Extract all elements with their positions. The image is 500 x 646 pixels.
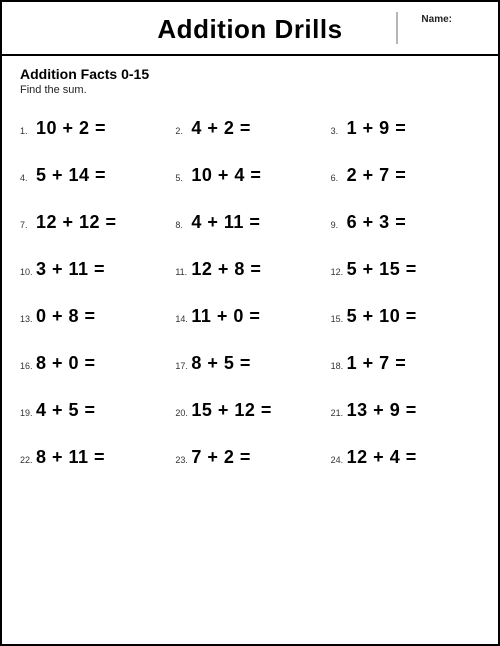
problem-expression: 1 + 9 = [347, 118, 407, 139]
problem-number: 6. [331, 173, 347, 183]
problem: 1.10 + 2 = [20, 118, 169, 139]
problem-number: 13. [20, 314, 36, 324]
problem-expression: 15 + 12 = [191, 400, 272, 421]
problem-expression: 4 + 11 = [191, 212, 260, 233]
problem-number: 17. [175, 361, 191, 371]
problem: 13.0 + 8 = [20, 306, 169, 327]
problem-number: 7. [20, 220, 36, 230]
problem-number: 12. [331, 267, 347, 277]
problem: 15.5 + 10 = [331, 306, 480, 327]
problem-expression: 8 + 11 = [36, 447, 105, 468]
problem: 18.1 + 7 = [331, 353, 480, 374]
problem-number: 15. [331, 314, 347, 324]
problem: 10.3 + 11 = [20, 259, 169, 280]
problem-expression: 5 + 15 = [347, 259, 417, 280]
problem-number: 20. [175, 408, 191, 418]
problem: 17.8 + 5 = [175, 353, 324, 374]
problem-number: 22. [20, 455, 36, 465]
problem-expression: 8 + 0 = [36, 353, 96, 374]
problem-expression: 6 + 3 = [347, 212, 407, 233]
problem: 5.10 + 4 = [175, 165, 324, 186]
problem: 23.7 + 2 = [175, 447, 324, 468]
problem-expression: 10 + 2 = [36, 118, 106, 139]
worksheet-subtitle: Addition Facts 0-15 [20, 66, 480, 82]
problem: 12.5 + 15 = [331, 259, 480, 280]
problem-number: 23. [175, 455, 191, 465]
problem-expression: 5 + 10 = [347, 306, 417, 327]
problem: 22.8 + 11 = [20, 447, 169, 468]
problem-number: 9. [331, 220, 347, 230]
problem-number: 10. [20, 267, 36, 277]
worksheet-content: Addition Facts 0-15 Find the sum. 1.10 +… [2, 56, 498, 644]
name-label: Name: [421, 14, 452, 25]
problem-number: 1. [20, 126, 36, 136]
problem-number: 16. [20, 361, 36, 371]
problem: 9.6 + 3 = [331, 212, 480, 233]
problem-expression: 11 + 0 = [191, 306, 260, 327]
problem-number: 8. [175, 220, 191, 230]
problem: 6.2 + 7 = [331, 165, 480, 186]
problem-number: 4. [20, 173, 36, 183]
problem: 4.5 + 14 = [20, 165, 169, 186]
problem-number: 3. [331, 126, 347, 136]
problem-expression: 4 + 5 = [36, 400, 96, 421]
worksheet-page: Addition Drills Name: Addition Facts 0-1… [0, 0, 500, 646]
problem: 16.8 + 0 = [20, 353, 169, 374]
problem-expression: 7 + 2 = [191, 447, 251, 468]
problem: 24.12 + 4 = [331, 447, 480, 468]
problem-expression: 8 + 5 = [191, 353, 251, 374]
problem: 19.4 + 5 = [20, 400, 169, 421]
problems-grid: 1.10 + 2 = 2.4 + 2 = 3.1 + 9 = 4.5 + 14 = 5.… [20, 110, 480, 640]
worksheet-header: Addition Drills Name: [2, 2, 498, 56]
problem-number: 24. [331, 455, 347, 465]
problem-expression: 3 + 11 = [36, 259, 105, 280]
problem: 20.15 + 12 = [175, 400, 324, 421]
problem-number: 11. [175, 267, 191, 277]
name-divider [396, 12, 398, 44]
problem-expression: 12 + 12 = [36, 212, 117, 233]
problem-number: 19. [20, 408, 36, 418]
problem: 7.12 + 12 = [20, 212, 169, 233]
problem-number: 21. [331, 408, 347, 418]
problem: 2.4 + 2 = [175, 118, 324, 139]
problem-expression: 5 + 14 = [36, 165, 106, 186]
problem-expression: 4 + 2 = [191, 118, 251, 139]
problem: 11.12 + 8 = [175, 259, 324, 280]
problem: 8.4 + 11 = [175, 212, 324, 233]
problem-expression: 12 + 8 = [191, 259, 261, 280]
problem-expression: 13 + 9 = [347, 400, 417, 421]
problem-number: 2. [175, 126, 191, 136]
problem-number: 5. [175, 173, 191, 183]
problem-expression: 1 + 7 = [347, 353, 407, 374]
worksheet-instructions: Find the sum. [20, 84, 480, 96]
problem: 21.13 + 9 = [331, 400, 480, 421]
problem-number: 14. [175, 314, 191, 324]
problem-expression: 12 + 4 = [347, 447, 417, 468]
problem-expression: 2 + 7 = [347, 165, 407, 186]
problem-expression: 0 + 8 = [36, 306, 96, 327]
problem-expression: 10 + 4 = [191, 165, 261, 186]
problem: 3.1 + 9 = [331, 118, 480, 139]
problem: 14.11 + 0 = [175, 306, 324, 327]
problem-number: 18. [331, 361, 347, 371]
worksheet-title: Addition Drills [157, 14, 342, 45]
